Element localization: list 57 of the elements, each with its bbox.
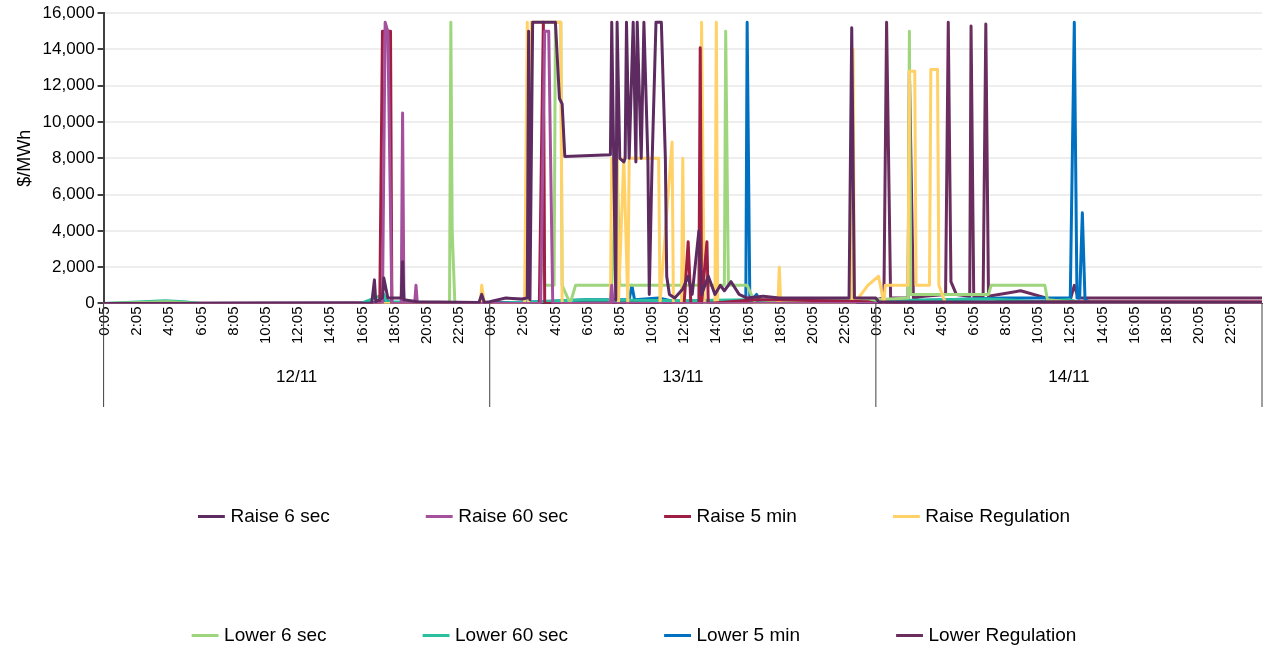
x-tick-label: 12:05 — [674, 306, 692, 345]
legend-label: Raise Regulation — [925, 504, 1071, 526]
x-tick-label: 0:05 — [867, 306, 885, 336]
x-tick-label: 18:05 — [1156, 306, 1174, 345]
text: 14/11 — [1048, 366, 1090, 386]
x-tick-label: 14:05 — [1092, 306, 1110, 345]
x-tick-label: 22:05 — [835, 306, 853, 345]
y-tick-label: 12,000 — [42, 75, 95, 95]
x-tick-label: 0:05 — [481, 306, 499, 336]
x-tick-label: 16:05 — [738, 306, 756, 345]
x-tick-label: 14:05 — [320, 306, 338, 345]
x-tick-label: 0:05 — [95, 306, 113, 336]
x-tick-label: 4:05 — [931, 306, 949, 336]
legend-label: Lower 60 sec — [455, 623, 569, 645]
x-tick-label: 12:05 — [288, 306, 306, 345]
y-tick-label: 16,000 — [42, 2, 95, 22]
x-tick-label: 20:05 — [416, 306, 434, 345]
y-tick-label: 6,000 — [52, 184, 95, 204]
x-tick-label: 12:05 — [1060, 306, 1078, 345]
y-tick-label: 8,000 — [52, 148, 95, 168]
legend-label: Lower 6 sec — [224, 623, 327, 645]
legend-label: Raise 5 min — [696, 504, 797, 526]
x-tick-label: 8:05 — [609, 306, 627, 336]
x-tick-label: 16:05 — [352, 306, 370, 345]
legend-label: Raise 6 sec — [230, 504, 330, 526]
x-tick-label: 10:05 — [642, 306, 660, 345]
x-tick-label: 2:05 — [513, 306, 531, 336]
x-tick-label: 20:05 — [1189, 306, 1207, 345]
text: 12/11 — [276, 366, 318, 386]
x-tick-label: 6:05 — [191, 306, 209, 336]
legend-label: Raise 60 sec — [458, 504, 569, 526]
x-tick-label: 6:05 — [963, 306, 981, 336]
text: 13/11 — [662, 366, 704, 386]
y-tick-label: 2,000 — [52, 256, 95, 276]
x-tick-label: 4:05 — [159, 306, 177, 336]
x-tick-label: 18:05 — [384, 306, 402, 345]
y-tick-label: 10,000 — [42, 111, 95, 131]
x-tick-label: 6:05 — [577, 306, 595, 336]
x-tick-label: 4:05 — [545, 306, 563, 336]
x-tick-label: 14:05 — [706, 306, 724, 345]
y-axis-title: $/MWh — [13, 129, 34, 187]
y-tick-label: 4,000 — [52, 220, 95, 240]
x-tick-label: 10:05 — [255, 306, 273, 345]
x-tick-label: 8:05 — [223, 306, 241, 336]
x-tick-label: 2:05 — [899, 306, 917, 336]
legend-label: Lower Regulation — [928, 623, 1077, 645]
y-tick-label: 14,000 — [42, 39, 95, 59]
x-tick-label: 2:05 — [127, 306, 145, 336]
legend-label: Lower 5 min — [696, 623, 801, 645]
x-tick-label: 22:05 — [1221, 306, 1239, 345]
x-tick-label: 22:05 — [449, 306, 467, 345]
x-tick-label: 16:05 — [1124, 306, 1142, 345]
x-tick-label: 10:05 — [1028, 306, 1046, 345]
x-tick-label: 18:05 — [770, 306, 788, 345]
x-tick-label: 8:05 — [996, 306, 1014, 336]
x-tick-label: 20:05 — [802, 306, 820, 345]
y-tick-label: 0 — [85, 293, 95, 313]
